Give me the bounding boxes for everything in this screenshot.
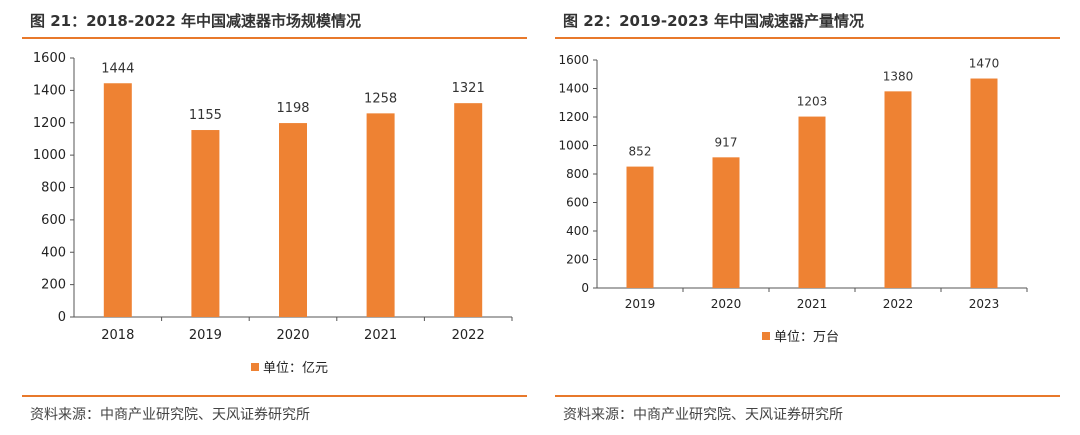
data-label: 1380 xyxy=(883,69,914,83)
source-divider xyxy=(555,395,1060,397)
chart-source: 资料来源：中商产业研究院、天风证券研究所 xyxy=(30,407,310,423)
x-tick-label: 2020 xyxy=(711,297,742,311)
bar xyxy=(884,91,912,288)
x-tick-label: 2021 xyxy=(797,297,828,311)
y-tick-label: 1400 xyxy=(558,82,589,96)
bar xyxy=(279,123,307,317)
bar xyxy=(103,83,132,317)
title-divider xyxy=(555,37,1060,39)
x-tick-label: 2022 xyxy=(452,328,485,343)
y-tick-label: 600 xyxy=(566,196,589,210)
data-label: 1203 xyxy=(797,95,828,109)
market-size-bar-chart: 0 200 400 600 800 1000 1200 1400 1600 1444 2018 115… xyxy=(33,51,513,376)
y-tick-label: 1400 xyxy=(33,83,66,98)
bar xyxy=(191,130,220,317)
data-label: 917 xyxy=(715,135,738,149)
production-bar-chart: 0 200 400 600 800 1000 1200 1400 1600 852 2019 917 2… xyxy=(558,53,1028,345)
data-label: 1155 xyxy=(189,108,222,123)
y-tick-label: 1000 xyxy=(558,139,589,153)
bar xyxy=(366,113,395,317)
data-label: 1258 xyxy=(364,91,397,106)
x-tick-label: 2023 xyxy=(969,297,1000,311)
y-tick-label: 600 xyxy=(41,213,66,228)
chart-title: 图 21：2018-2022 年中国减速器市场规模情况 xyxy=(30,12,362,30)
data-label: 1470 xyxy=(969,57,1000,71)
chart-panel-production: 图 22：2019-2023 年中国减速器产量情况 0 200 400 600 800 1… xyxy=(555,0,1060,435)
bar xyxy=(712,157,740,288)
x-tick-label: 2020 xyxy=(276,328,309,343)
y-tick-label: 1600 xyxy=(33,51,66,66)
y-tick-label: 0 xyxy=(581,281,589,295)
chart-title: 图 22：2019-2023 年中国减速器产量情况 xyxy=(563,12,865,30)
legend-swatch xyxy=(762,332,770,340)
data-label: 1198 xyxy=(276,101,309,116)
y-tick-label: 200 xyxy=(566,253,589,267)
chart-source: 资料来源：中商产业研究院、天风证券研究所 xyxy=(563,407,843,423)
x-tick-label: 2018 xyxy=(101,328,134,343)
y-tick-label: 1200 xyxy=(558,110,589,124)
y-tick-label: 200 xyxy=(41,278,66,293)
bar xyxy=(798,116,826,288)
bar xyxy=(970,78,998,289)
y-tick-label: 0 xyxy=(58,310,66,325)
x-tick-label: 2019 xyxy=(625,297,656,311)
y-tick-label: 1200 xyxy=(33,116,66,131)
y-tick-label: 400 xyxy=(41,245,66,260)
y-tick-label: 1000 xyxy=(33,148,66,163)
y-tick-label: 800 xyxy=(566,167,589,181)
x-tick-label: 2019 xyxy=(189,328,222,343)
bar xyxy=(626,166,654,288)
bar xyxy=(454,103,483,318)
data-label: 1444 xyxy=(101,61,134,76)
legend-swatch xyxy=(251,363,259,371)
x-tick-label: 2021 xyxy=(364,328,397,343)
title-divider xyxy=(22,37,527,39)
legend-label: 单位：亿元 xyxy=(263,361,328,376)
chart-panel-market-size: 图 21：2018-2022 年中国减速器市场规模情况 0 200 400 600 80… xyxy=(22,0,527,435)
data-label: 852 xyxy=(629,145,652,159)
x-tick-label: 2022 xyxy=(883,297,914,311)
data-label: 1321 xyxy=(452,81,485,96)
legend-label: 单位：万台 xyxy=(774,330,839,345)
y-tick-label: 1600 xyxy=(558,53,589,67)
y-tick-label: 400 xyxy=(566,224,589,238)
source-divider xyxy=(22,395,527,397)
y-tick-label: 800 xyxy=(41,181,66,196)
